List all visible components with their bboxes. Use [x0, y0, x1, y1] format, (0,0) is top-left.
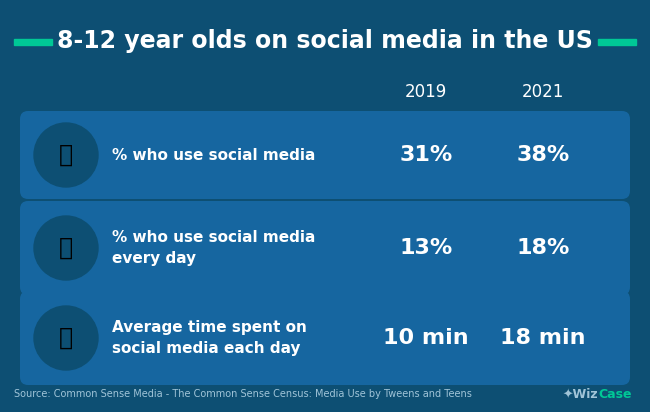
Text: Case: Case: [598, 388, 632, 400]
FancyBboxPatch shape: [20, 111, 630, 199]
Bar: [14, 39, 52, 45]
Text: 2021: 2021: [521, 83, 564, 101]
Text: Source: Common Sense Media - The Common Sense Census: Media Use by Tweens and Te: Source: Common Sense Media - The Common …: [14, 389, 472, 399]
Text: 🕐: 🕐: [59, 236, 73, 260]
Text: % who use social media: % who use social media: [112, 147, 315, 162]
FancyBboxPatch shape: [20, 291, 630, 385]
Text: 📱: 📱: [59, 143, 73, 167]
Text: 31%: 31%: [399, 145, 452, 165]
Text: Average time spent on
social media each day: Average time spent on social media each …: [112, 320, 307, 356]
Text: ✦Wiz: ✦Wiz: [562, 388, 598, 400]
Text: 10 min: 10 min: [383, 328, 469, 348]
Text: 2019: 2019: [404, 83, 447, 101]
Text: 13%: 13%: [399, 238, 452, 258]
Bar: [598, 39, 636, 45]
Text: 📊: 📊: [59, 326, 73, 350]
Text: 18 min: 18 min: [500, 328, 586, 348]
Circle shape: [34, 216, 98, 280]
Circle shape: [34, 123, 98, 187]
Text: 18%: 18%: [516, 238, 569, 258]
FancyBboxPatch shape: [20, 201, 630, 295]
Circle shape: [34, 306, 98, 370]
Text: % who use social media
every day: % who use social media every day: [112, 230, 315, 266]
Text: 38%: 38%: [516, 145, 569, 165]
Text: 8-12 year olds on social media in the US: 8-12 year olds on social media in the US: [57, 29, 593, 53]
